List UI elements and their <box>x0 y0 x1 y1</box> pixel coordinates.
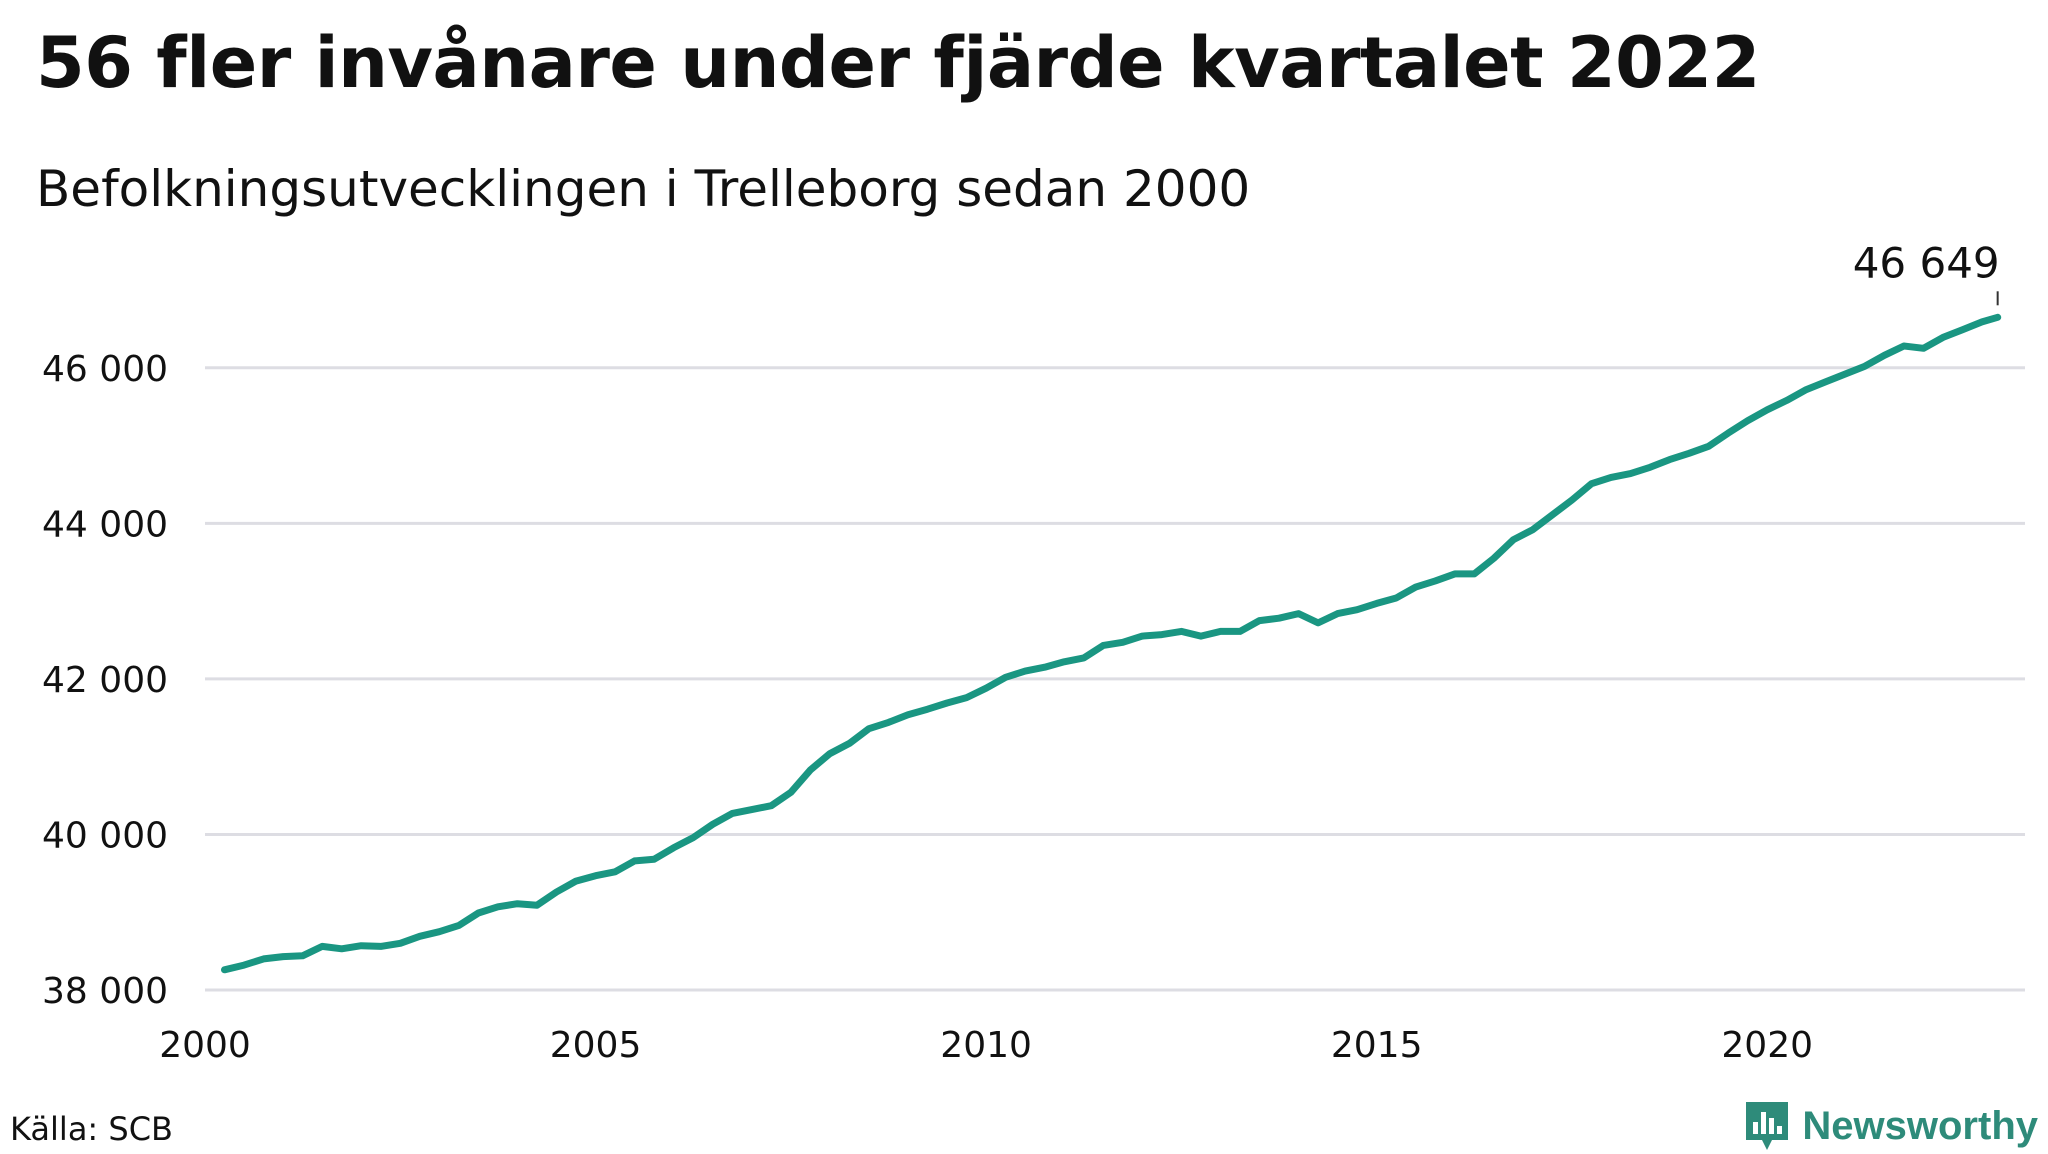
x-tick-label: 2005 <box>550 1025 642 1066</box>
newsworthy-logo-icon <box>1746 1102 1789 1150</box>
brand-logo[interactable]: Newsworthy <box>1742 1098 2038 1154</box>
y-tick-label: 42 000 <box>42 660 168 701</box>
x-tick-label: 2020 <box>1721 1025 1813 1066</box>
annotation-layer: 46 649 <box>1853 238 2000 306</box>
source-note: Källa: SCB <box>10 1110 173 1148</box>
x-tick-label: 2015 <box>1331 1025 1423 1066</box>
y-tick-label: 44 000 <box>42 504 168 545</box>
chart-title: 56 fler invånare under fjärde kvartalet … <box>36 22 1760 104</box>
series-line <box>221 313 2002 974</box>
annotation-label: 46 649 <box>1853 238 2000 287</box>
y-axis: 38 000 40 000 42 000 44 000 46 000 <box>42 349 168 1012</box>
x-tick-label: 2010 <box>940 1025 1032 1066</box>
x-tick-label: 2000 <box>159 1025 251 1066</box>
y-tick-label: 46 000 <box>42 349 168 390</box>
grid-layer <box>205 366 2025 992</box>
brand-name: Newsworthy <box>1802 1103 2038 1148</box>
y-tick-label: 38 000 <box>42 971 168 1012</box>
chart-subtitle: Befolkningsutvecklingen i Trelleborg sed… <box>36 160 1251 218</box>
x-axis: 2000 2005 2010 2015 2020 <box>159 1025 1813 1066</box>
series-layer <box>221 313 2002 974</box>
y-tick-label: 40 000 <box>42 815 168 856</box>
